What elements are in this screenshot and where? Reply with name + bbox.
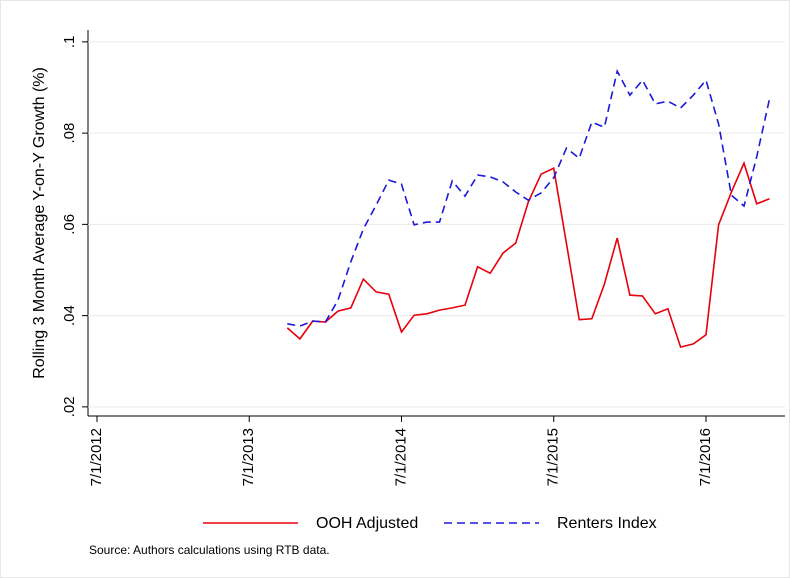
y-tick-label: .02 (61, 396, 78, 417)
x-tick-label: 7/1/2015 (545, 428, 562, 486)
y-tick-label: .08 (61, 123, 78, 144)
y-tick-label: .04 (61, 305, 78, 326)
x-tick-label: 7/1/2014 (392, 428, 409, 486)
y-tick-label: .1 (61, 36, 78, 49)
x-tick-label: 7/1/2016 (697, 428, 714, 486)
y-tick-label: .06 (61, 214, 78, 235)
legend-label: OOH Adjusted (316, 515, 418, 532)
x-tick-label: 7/1/2012 (88, 428, 105, 486)
legend-label: Renters Index (557, 515, 657, 532)
y-axis-title: Rolling 3 Month Average Y-on-Y Growth (%… (31, 67, 48, 379)
source-note: Source: Authors calculations using RTB d… (89, 543, 330, 557)
series-line (287, 68, 771, 327)
series-line (286, 160, 770, 349)
x-tick-label: 7/1/2013 (240, 428, 257, 486)
